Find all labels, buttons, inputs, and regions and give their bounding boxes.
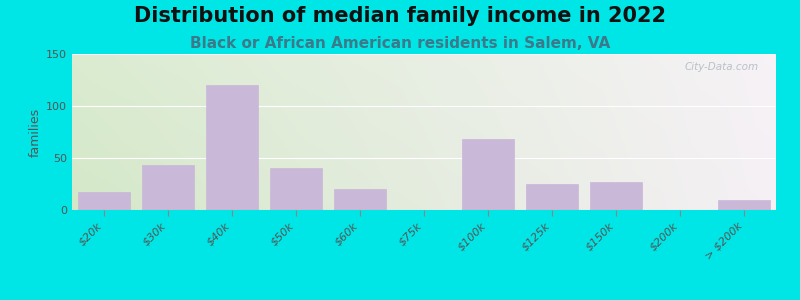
Bar xyxy=(462,139,514,210)
Bar xyxy=(142,165,194,210)
Text: Distribution of median family income in 2022: Distribution of median family income in … xyxy=(134,6,666,26)
Bar xyxy=(526,184,578,210)
Y-axis label: families: families xyxy=(29,107,42,157)
Bar xyxy=(718,200,770,210)
Bar xyxy=(78,192,130,210)
Text: Black or African American residents in Salem, VA: Black or African American residents in S… xyxy=(190,36,610,51)
Bar xyxy=(270,168,322,210)
Bar xyxy=(334,189,386,210)
Bar xyxy=(590,182,642,210)
Text: City-Data.com: City-Data.com xyxy=(684,62,758,72)
Bar xyxy=(206,85,258,210)
